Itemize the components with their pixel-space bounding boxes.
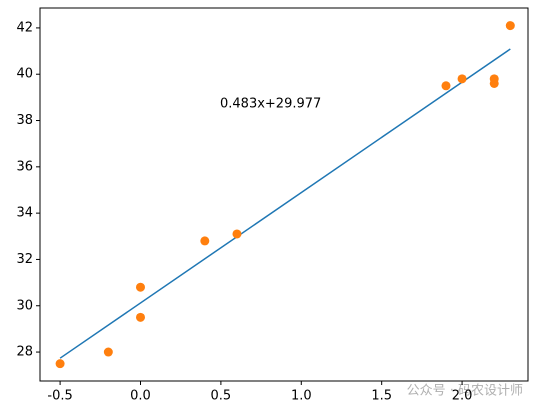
scatter-point bbox=[135, 312, 145, 322]
scatter-point bbox=[232, 229, 242, 239]
y-tick-label: 36 bbox=[16, 159, 33, 174]
scatter-point bbox=[135, 282, 145, 292]
watermark: 公众号 · 码农设计师 bbox=[407, 384, 523, 399]
x-tick-label: 1.5 bbox=[371, 389, 392, 404]
scatter-point bbox=[457, 74, 467, 84]
y-tick-label: 30 bbox=[16, 298, 33, 313]
annotation: 0.483x+29.977 bbox=[220, 97, 321, 112]
y-tick-label: 40 bbox=[16, 67, 33, 82]
x-tick-label: 1.0 bbox=[291, 389, 312, 404]
scatter-point bbox=[505, 21, 515, 31]
x-tick-label: 2.0 bbox=[452, 389, 473, 404]
y-tick-label: 38 bbox=[16, 113, 33, 128]
scatter-point bbox=[441, 81, 451, 91]
y-tick-label: 32 bbox=[16, 252, 33, 267]
scatter-point bbox=[200, 236, 210, 246]
x-tick-label: 0.0 bbox=[130, 389, 151, 404]
scatter-point bbox=[55, 359, 65, 369]
scatter-point bbox=[103, 347, 113, 357]
x-tick-label: 0.5 bbox=[211, 389, 232, 404]
scatter-point bbox=[489, 78, 499, 88]
x-tick-label: -0.5 bbox=[47, 389, 72, 404]
fit-line bbox=[59, 48, 511, 359]
y-tick-label: 28 bbox=[16, 345, 33, 360]
plot-frame bbox=[39, 7, 529, 382]
y-tick-label: 34 bbox=[16, 206, 33, 221]
y-tick-label: 42 bbox=[16, 20, 33, 35]
